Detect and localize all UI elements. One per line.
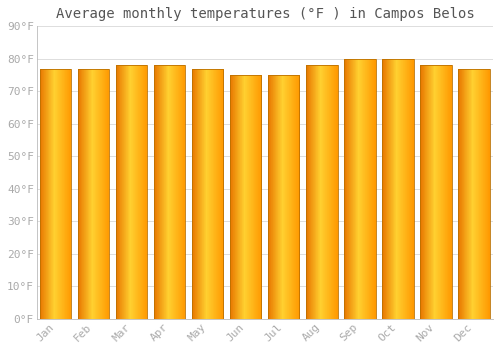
Title: Average monthly temperatures (°F ) in Campos Belos: Average monthly temperatures (°F ) in Ca… xyxy=(56,7,474,21)
Bar xyxy=(40,69,72,319)
Bar xyxy=(420,65,452,319)
Bar xyxy=(230,75,262,319)
Bar xyxy=(78,69,110,319)
Bar xyxy=(382,59,414,319)
Bar xyxy=(268,75,300,319)
Bar xyxy=(458,69,490,319)
Bar xyxy=(116,65,148,319)
Bar xyxy=(344,59,376,319)
Bar xyxy=(192,69,224,319)
Bar xyxy=(306,65,338,319)
Bar xyxy=(154,65,186,319)
